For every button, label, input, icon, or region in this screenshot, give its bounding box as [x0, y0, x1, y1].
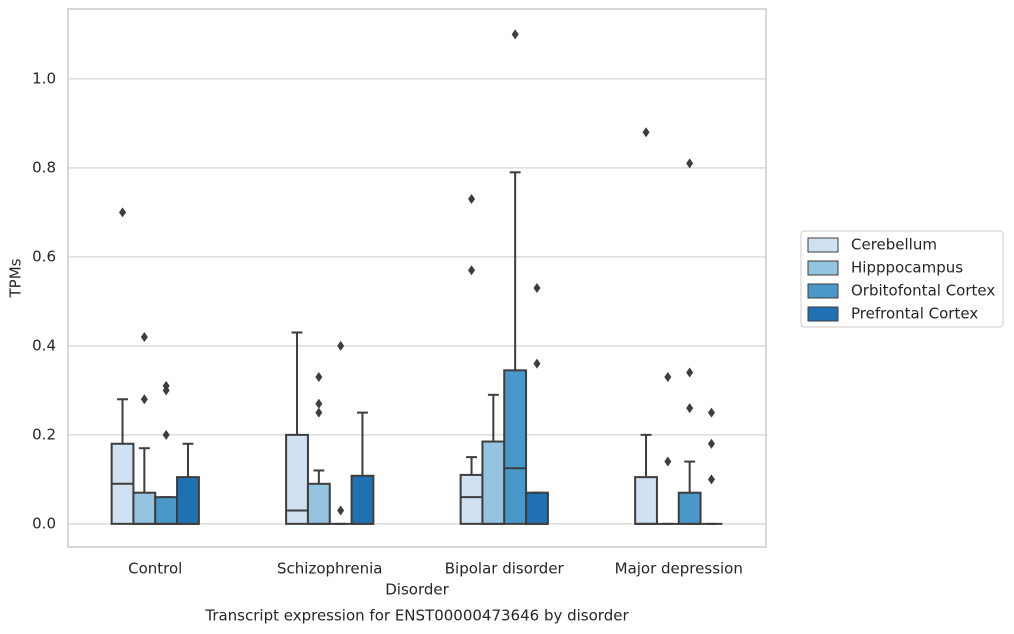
outlier [707, 438, 715, 449]
outlier [468, 265, 476, 276]
box [634, 476, 658, 525]
outlier [162, 385, 170, 396]
outlier [337, 505, 345, 516]
legend-label: Hipppocampus [851, 259, 963, 277]
legend-swatch [807, 283, 839, 299]
box [677, 491, 702, 525]
outlier [686, 158, 694, 169]
box [525, 491, 549, 525]
plot-border [67, 8, 767, 548]
legend-frame [800, 230, 1004, 328]
box [481, 440, 506, 525]
y-tick-label: 0.6 [32, 247, 56, 265]
box [459, 473, 484, 525]
y-axis-label: TPMs [7, 258, 25, 298]
y-tick-label: 1.0 [32, 69, 56, 87]
box [306, 482, 331, 525]
outlier [315, 398, 323, 409]
outlier [533, 358, 541, 369]
outlier [511, 29, 519, 40]
legend-label: Orbitofontal Cortex [851, 282, 995, 300]
y-tick-label: 0.8 [32, 158, 56, 176]
box [350, 474, 375, 525]
legend-swatch [807, 237, 839, 253]
legend-swatch [807, 306, 839, 322]
legend-swatch [807, 260, 839, 276]
outlier [119, 207, 127, 218]
outlier [707, 407, 715, 418]
outlier [533, 283, 541, 294]
x-tick-label: Schizophrenia [277, 560, 382, 578]
y-tick-label: 0.4 [32, 336, 56, 354]
legend-label: Prefrontal Cortex [851, 305, 978, 323]
box [176, 476, 200, 525]
outlier [337, 340, 345, 351]
outlier [315, 407, 323, 418]
outlier [162, 429, 170, 440]
outlier [664, 372, 672, 383]
legend-label: Cerebellum [851, 236, 937, 254]
x-axis-label: Disorder [385, 581, 449, 599]
chart-title: Transcript expression for ENST0000047364… [204, 607, 629, 625]
outlier [686, 367, 694, 378]
outlier [686, 403, 694, 414]
outlier [642, 127, 650, 138]
outlier [664, 456, 672, 467]
x-tick-label: Major depression [615, 560, 743, 578]
outlier [140, 394, 148, 405]
y-tick-label: 0.2 [32, 425, 56, 443]
box [503, 369, 528, 525]
outlier [315, 372, 323, 383]
x-tick-label: Bipolar disorder [445, 560, 565, 578]
box [285, 433, 309, 525]
outlier [707, 474, 715, 485]
box [132, 491, 157, 525]
outlier [468, 194, 476, 205]
outlier [140, 331, 148, 342]
box [154, 496, 179, 525]
x-tick-label: Control [128, 560, 182, 578]
y-tick-label: 0.0 [32, 514, 56, 532]
